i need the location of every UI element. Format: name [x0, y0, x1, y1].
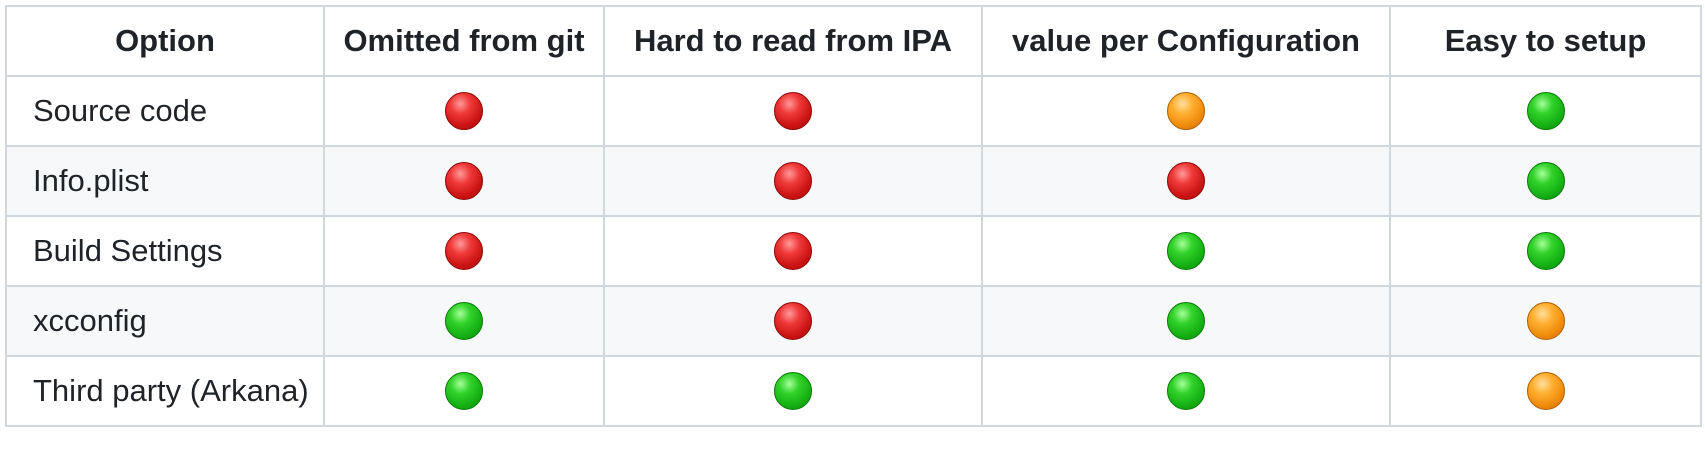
header-easy-to-setup: Easy to setup: [1389, 5, 1702, 77]
table-cell: [323, 355, 605, 427]
table-cell: [603, 285, 983, 357]
green-circle-icon: [445, 302, 483, 340]
row-label: Build Settings: [5, 215, 325, 287]
table-cell: [981, 355, 1391, 427]
table-cell: [1389, 285, 1702, 357]
table-cell: [1389, 145, 1702, 217]
orange-circle-icon: [1526, 302, 1565, 340]
table-row: Build Settings: [5, 215, 1702, 287]
green-circle-icon: [1526, 232, 1565, 270]
table-cell: [323, 285, 605, 357]
orange-circle-icon: [1526, 372, 1565, 410]
green-circle-icon: [1167, 232, 1205, 270]
table-cell: [323, 75, 605, 147]
row-label: Third party (Arkana): [5, 355, 325, 427]
table-cell: [323, 145, 605, 217]
table-cell: [981, 215, 1391, 287]
green-circle-icon: [1167, 302, 1205, 340]
red-circle-icon: [774, 302, 812, 340]
header-option: Option: [5, 5, 325, 77]
table-cell: [603, 215, 983, 287]
green-circle-icon: [1526, 162, 1565, 200]
header-value-per-configuration: value per Configuration: [981, 5, 1391, 77]
row-label: xcconfig: [5, 285, 325, 357]
table-cell: [981, 145, 1391, 217]
header-hard-to-read-from-ipa: Hard to read from IPA: [603, 5, 983, 77]
red-circle-icon: [774, 92, 812, 130]
table-row: Info.plist: [5, 145, 1702, 217]
orange-circle-icon: [1167, 92, 1205, 130]
red-circle-icon: [445, 232, 483, 270]
red-circle-icon: [445, 92, 483, 130]
table-row: xcconfig: [5, 285, 1702, 357]
green-circle-icon: [774, 372, 812, 410]
table-cell: [981, 285, 1391, 357]
table-cell: [603, 145, 983, 217]
red-circle-icon: [774, 232, 812, 270]
table-row: Third party (Arkana): [5, 355, 1702, 427]
red-circle-icon: [1167, 162, 1205, 200]
table-cell: [603, 355, 983, 427]
red-circle-icon: [445, 162, 483, 200]
comparison-table: Option Omitted from git Hard to read fro…: [5, 5, 1702, 427]
table-cell: [323, 215, 605, 287]
table-cell: [1389, 215, 1702, 287]
red-circle-icon: [774, 162, 812, 200]
table-body: Source code Info.plist Build Settings xc…: [5, 75, 1702, 427]
table-cell: [1389, 75, 1702, 147]
row-label: Source code: [5, 75, 325, 147]
table-cell: [1389, 355, 1702, 427]
table-cell: [603, 75, 983, 147]
row-label: Info.plist: [5, 145, 325, 217]
green-circle-icon: [1526, 92, 1565, 130]
table-row: Source code: [5, 75, 1702, 147]
table-cell: [981, 75, 1391, 147]
header-omitted-from-git: Omitted from git: [323, 5, 605, 77]
header-row: Option Omitted from git Hard to read fro…: [5, 5, 1702, 77]
green-circle-icon: [1167, 372, 1205, 410]
green-circle-icon: [445, 372, 483, 410]
